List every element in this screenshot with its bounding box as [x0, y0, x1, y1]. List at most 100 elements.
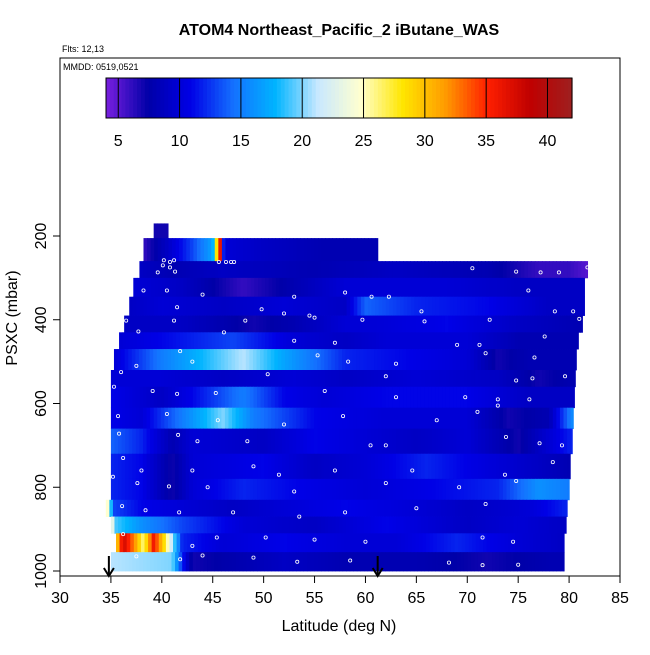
heatmap-cell	[196, 428, 201, 455]
heatmap-cell	[142, 386, 148, 409]
heatmap-cell	[350, 296, 355, 316]
heatmap-cell	[435, 370, 440, 388]
heatmap-cell	[174, 315, 179, 333]
heatmap-cell	[177, 499, 182, 517]
heatmap-cell	[293, 238, 298, 262]
sample-point	[176, 432, 181, 437]
heatmap-cell	[546, 277, 551, 298]
heatmap-cell	[461, 533, 466, 553]
heatmap-cell	[142, 261, 148, 279]
heatmap-cell	[324, 261, 329, 279]
heatmap-cell	[199, 349, 204, 371]
heatmap-cell	[403, 386, 408, 409]
heatmap-cell	[428, 428, 433, 455]
heatmap-cell	[336, 277, 341, 298]
heatmap-cell	[278, 386, 283, 409]
heatmap-cell	[142, 552, 148, 572]
heatmap-cell	[299, 261, 304, 279]
sample-point	[223, 259, 228, 264]
heatmap-cell	[406, 349, 411, 371]
heatmap-cell	[331, 428, 337, 455]
heatmap-cell	[545, 516, 550, 534]
heatmap-cell	[520, 370, 525, 388]
heatmap-cell	[552, 386, 557, 409]
heatmap-cell	[342, 516, 347, 534]
heatmap-cell	[322, 533, 327, 553]
heatmap-cell	[379, 277, 384, 298]
heatmap-cell	[501, 315, 507, 333]
heatmap-cell	[349, 552, 354, 572]
heatmap-cell	[246, 296, 251, 316]
heatmap-cell	[335, 552, 340, 572]
heatmap-cell	[510, 386, 515, 409]
heatmap-cell	[417, 428, 422, 455]
heatmap-cell	[229, 332, 234, 350]
heatmap-cell	[257, 407, 262, 430]
sample-point	[173, 269, 178, 274]
heatmap-cell	[502, 386, 508, 409]
heatmap-cell	[359, 315, 364, 333]
heatmap-cell	[168, 277, 174, 298]
heatmap-cell	[306, 478, 312, 501]
heatmap-cell	[509, 315, 514, 333]
heatmap-cell	[253, 238, 259, 262]
heatmap-cell	[504, 533, 509, 553]
heatmap-cell	[359, 349, 365, 371]
sample-point	[514, 378, 519, 383]
heatmap-cell	[353, 552, 358, 572]
heatmap-cell	[114, 478, 119, 501]
heatmap-cell	[113, 349, 119, 371]
heatmap-cell	[514, 332, 519, 350]
heatmap-cell	[214, 296, 219, 316]
heatmap-cell	[289, 296, 294, 316]
heatmap-cell	[203, 428, 208, 455]
heatmap-cell	[109, 499, 114, 517]
heatmap-cell	[207, 238, 212, 262]
heatmap-cell	[235, 407, 240, 430]
heatmap-cell	[271, 552, 276, 572]
heatmap-cell	[182, 453, 187, 480]
heatmap-cell	[396, 407, 401, 430]
sample-point	[502, 472, 507, 477]
heatmap-cell	[159, 315, 164, 333]
colorbar-tick-label: 10	[171, 133, 189, 150]
heatmap-cell	[424, 386, 429, 409]
heatmap-cell	[417, 453, 422, 480]
heatmap-cell	[139, 261, 144, 279]
heatmap-cell	[396, 370, 401, 388]
heatmap-cell	[185, 516, 190, 534]
heatmap-cell	[267, 516, 272, 534]
heatmap-cell	[517, 296, 522, 316]
sample-point	[410, 468, 415, 473]
heatmap-cell	[297, 533, 302, 553]
heatmap-cell	[132, 370, 137, 388]
heatmap-cell	[363, 428, 369, 455]
heatmap-cell	[125, 516, 130, 534]
heatmap-cell	[477, 407, 483, 430]
heatmap-cell	[379, 332, 384, 350]
sample-point	[538, 270, 543, 275]
colorbar-cell	[362, 78, 367, 118]
heatmap-cell	[504, 499, 510, 517]
x-tick-label: 65	[407, 590, 425, 607]
heatmap-cell	[424, 516, 429, 534]
sample-point	[446, 560, 451, 565]
heatmap-cell	[178, 453, 183, 480]
heatmap-cell	[513, 552, 518, 572]
sample-point	[322, 388, 327, 393]
heatmap-cell	[207, 370, 212, 388]
heatmap-cell	[367, 370, 372, 388]
heatmap-cell	[164, 428, 169, 455]
heatmap-cell	[485, 552, 490, 572]
heatmap-cell	[146, 386, 151, 409]
heatmap-cell	[385, 516, 390, 534]
heatmap-cell	[464, 277, 469, 298]
heatmap-cell	[356, 407, 361, 430]
heatmap-cell	[560, 332, 566, 350]
heatmap-cell	[114, 428, 119, 455]
heatmap-cell	[500, 533, 506, 553]
heatmap-cell	[471, 296, 476, 316]
heatmap-cell	[303, 407, 308, 430]
sample-point	[483, 501, 488, 506]
heatmap-cell	[193, 332, 199, 350]
